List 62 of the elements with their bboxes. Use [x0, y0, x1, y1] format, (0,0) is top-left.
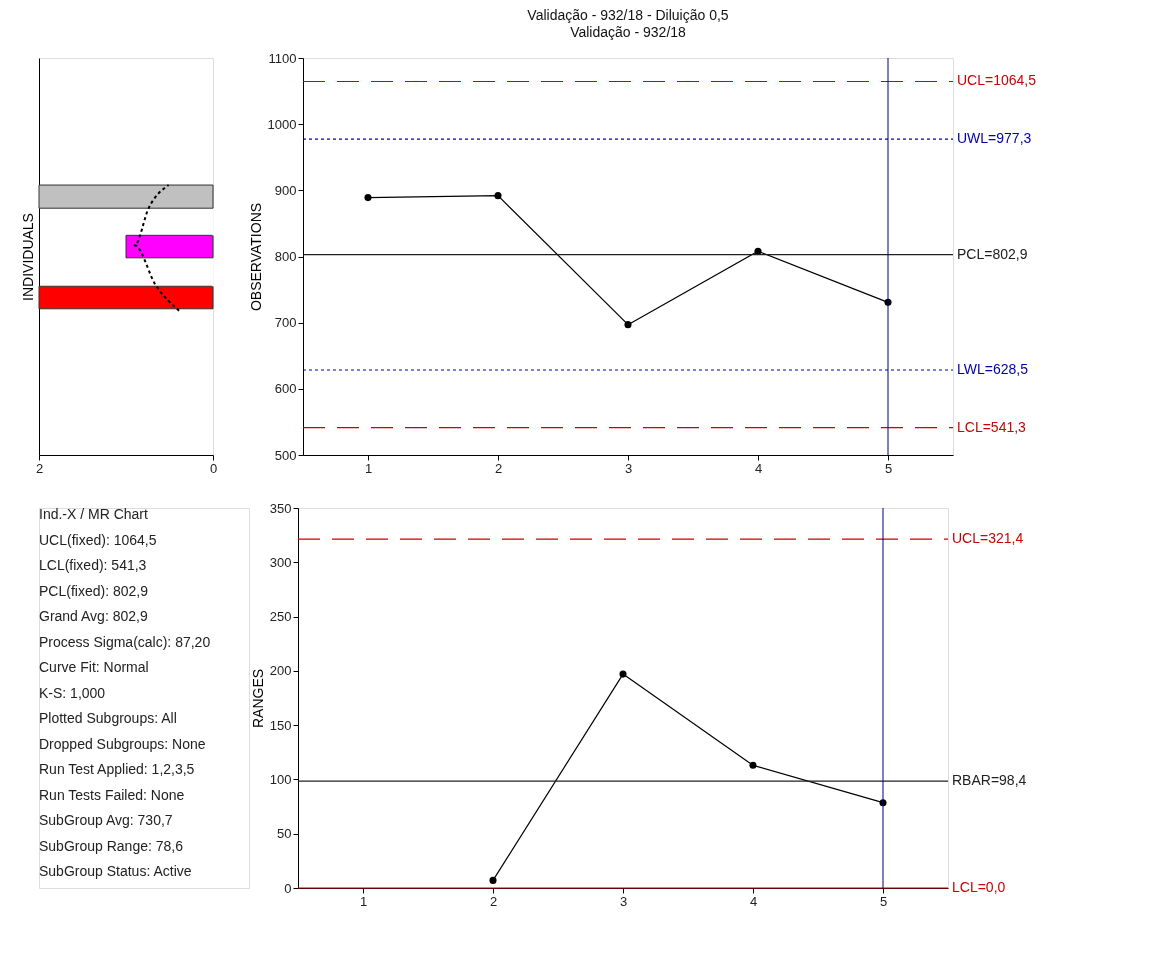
- ref-line-label: UWL=977,3: [957, 130, 1032, 147]
- chart-subtitle: Validação - 932/18: [570, 24, 687, 40]
- y-tick-label: 600: [274, 381, 297, 397]
- x-tick-label: 5: [884, 460, 893, 476]
- x-tick-label: 3: [619, 893, 628, 909]
- y-axis-title: INDIVIDUALS: [19, 213, 36, 301]
- y-tick-label: 1100: [268, 50, 297, 66]
- point: [489, 876, 497, 884]
- x-tick-label: 2: [35, 460, 44, 476]
- y-tick-label: 500: [274, 447, 297, 463]
- text: Run Tests Failed: None: [39, 786, 185, 803]
- text: LCL(fixed): 541,3: [39, 557, 147, 573]
- x-tick-label: 4: [754, 460, 763, 476]
- text: Dropped Subgroups: None: [39, 735, 206, 752]
- y-axis-title: RANGES: [249, 668, 266, 729]
- text: Plotted Subgroups: All: [39, 710, 177, 726]
- text: K-S: 1,000: [39, 684, 106, 701]
- point: [754, 247, 762, 255]
- text: UCL(fixed): 1064,5: [39, 531, 157, 548]
- point: [494, 192, 502, 200]
- x-tick-label: 1: [359, 893, 368, 909]
- ref-line-label: LWL=628,5: [957, 360, 1029, 377]
- y-tick-label: 700: [274, 315, 297, 331]
- y-tick-label: 150: [269, 717, 292, 733]
- y-tick-label: 300: [269, 554, 292, 570]
- y-tick-label: 200: [269, 663, 292, 679]
- ref-line-label: UCL=321,4: [952, 530, 1024, 547]
- y-tick-label: 900: [274, 182, 297, 198]
- x-tick-label: 3: [624, 460, 633, 476]
- ref-line-label: RBAR=98,4: [952, 772, 1027, 789]
- point: [624, 321, 632, 329]
- point: [619, 670, 627, 678]
- chart-title: Validação - 932/18 - Diluição 0,5: [527, 7, 729, 23]
- y-tick-label: 50: [277, 826, 292, 842]
- ref-line-label: UCL=1064,5: [957, 72, 1037, 89]
- text: PCL(fixed): 802,9: [39, 582, 149, 599]
- y-tick-label: 0: [284, 880, 292, 896]
- text: Process Sigma(calc): 87,20: [39, 633, 211, 650]
- text: Grand Avg: 802,9: [39, 608, 148, 624]
- y-tick-label: 800: [274, 249, 297, 264]
- text: Run Test Applied: 1,2,3,5: [39, 761, 195, 777]
- y-tick-label: 1000: [267, 116, 297, 132]
- point: [364, 194, 372, 202]
- ref-line-label: LCL=0,0: [952, 879, 1006, 895]
- point: [749, 761, 757, 769]
- text: Ind.-X / MR Chart: [39, 506, 149, 522]
- ref-line-label: PCL=802,9: [957, 245, 1028, 262]
- ref-line-label: LCL=541,3: [957, 418, 1027, 435]
- x-tick-label: 0: [209, 460, 218, 476]
- x-tick-label: 2: [489, 893, 498, 909]
- x-tick-label: 1: [364, 460, 373, 476]
- text: SubGroup Status: Active: [39, 863, 192, 879]
- text: SubGroup Avg: 730,7: [39, 812, 173, 828]
- y-axis-title: OBSERVATIONS: [247, 202, 264, 312]
- x-tick-label: 2: [494, 460, 503, 476]
- x-tick-label: 5: [879, 893, 888, 909]
- y-tick-label: 250: [269, 609, 292, 625]
- x-tick-label: 4: [749, 893, 758, 909]
- y-tick-label: 100: [269, 771, 292, 787]
- y-tick-label: 350: [269, 500, 292, 516]
- text: SubGroup Range: 78,6: [39, 837, 184, 854]
- text: Curve Fit: Normal: [39, 659, 149, 675]
